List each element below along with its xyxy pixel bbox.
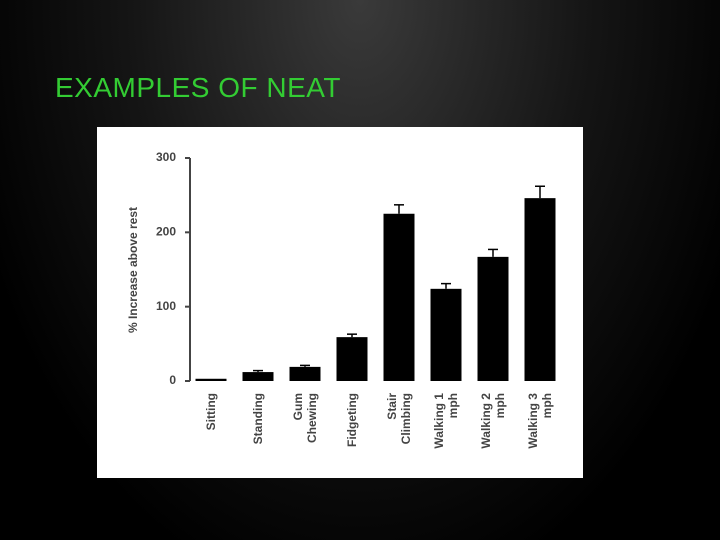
y-tick-label: 200 [156,225,176,239]
y-tick-label: 300 [156,150,176,164]
x-tick-label-line: Sitting [204,393,218,430]
x-tick-label-line: Walking 1 [432,393,446,449]
x-tick-label: GumChewing [291,393,319,443]
bar [477,256,509,381]
x-tick-label: Standing [251,393,265,444]
x-tick-label-line: Fidgeting [345,393,359,447]
x-tick-label: Walking 3mph [526,393,554,449]
x-tick-label-line: Climbing [399,393,413,444]
bar [336,337,368,381]
x-tick-label: Walking 1mph [432,393,460,449]
x-tick-label: StairClimbing [385,393,413,445]
bar [383,213,415,381]
x-tick-label-line: Walking 2 [479,393,493,449]
slide-title: EXAMPLES OF NEAT [55,72,341,103]
x-tick-label-line: mph [493,393,507,418]
x-tick-label-line: Stair [385,393,399,420]
x-tick-label-line: Chewing [305,393,319,443]
x-tick-label: Sitting [204,393,218,430]
x-tick-label-line: mph [540,393,554,418]
x-tick-label-line: mph [446,393,460,418]
bar [195,378,227,381]
bar [430,288,462,381]
y-axis-label: % Increase above rest [126,207,140,333]
bar [242,372,274,381]
x-tick-label: Walking 2mph [479,393,507,449]
y-tick-label: 100 [156,299,176,313]
x-tick-label-line: Gum [291,393,305,420]
bar [289,366,321,381]
x-tick-label: Fidgeting [345,393,359,447]
x-tick-label-line: Walking 3 [526,393,540,449]
bar [524,198,556,381]
y-tick-label: 0 [169,373,176,387]
x-tick-label-line: Standing [251,393,265,444]
